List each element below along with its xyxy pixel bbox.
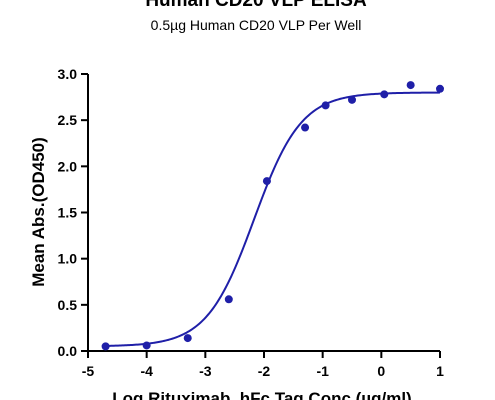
data-point	[101, 342, 110, 351]
y-tick-label: 2.5	[58, 112, 78, 128]
data-point	[142, 341, 151, 350]
x-tick-label: -5	[82, 363, 95, 379]
y-tick-label: 0.0	[58, 343, 78, 359]
x-tick-label: 0	[377, 363, 385, 379]
x-tick-label: -3	[199, 363, 212, 379]
data-point	[348, 95, 356, 104]
x-tick-label: -1	[316, 363, 329, 379]
x-tick-label: 1	[436, 363, 444, 379]
x-tick-label: -2	[258, 363, 271, 379]
data-point	[224, 295, 233, 304]
data-point	[301, 123, 310, 132]
y-axis: 0.0 0.5 1.0 1.5 2.0 2.5 3.0	[58, 66, 89, 359]
data-point	[406, 81, 415, 90]
y-tick-label: 1.0	[58, 251, 78, 267]
fit-curve	[105, 91, 441, 347]
data-points	[101, 81, 444, 351]
x-axis: -5 -4 -3 -2 -1 0 1	[82, 350, 444, 379]
x-axis-label: Log Rituximab, hFc Tag Conc.(µg/ml)	[112, 389, 411, 400]
data-point	[380, 90, 389, 99]
y-tick-label: 0.5	[58, 297, 78, 313]
y-tick-label: 3.0	[58, 66, 78, 82]
chart-title: Human CD20 VLP ELISA	[145, 0, 367, 11]
chart-subtitle: 0.5µg Human CD20 VLP Per Well	[151, 17, 362, 33]
data-point	[183, 334, 192, 343]
fit-curve-layer	[105, 91, 441, 347]
y-tick-label: 2.0	[58, 158, 78, 174]
data-point	[321, 101, 330, 110]
y-tick-label: 1.5	[58, 205, 78, 221]
x-tick-label: -4	[140, 363, 153, 379]
y-axis-label: Mean Abs.(OD450)	[29, 137, 48, 287]
data-point	[436, 84, 444, 93]
data-point	[262, 177, 271, 186]
